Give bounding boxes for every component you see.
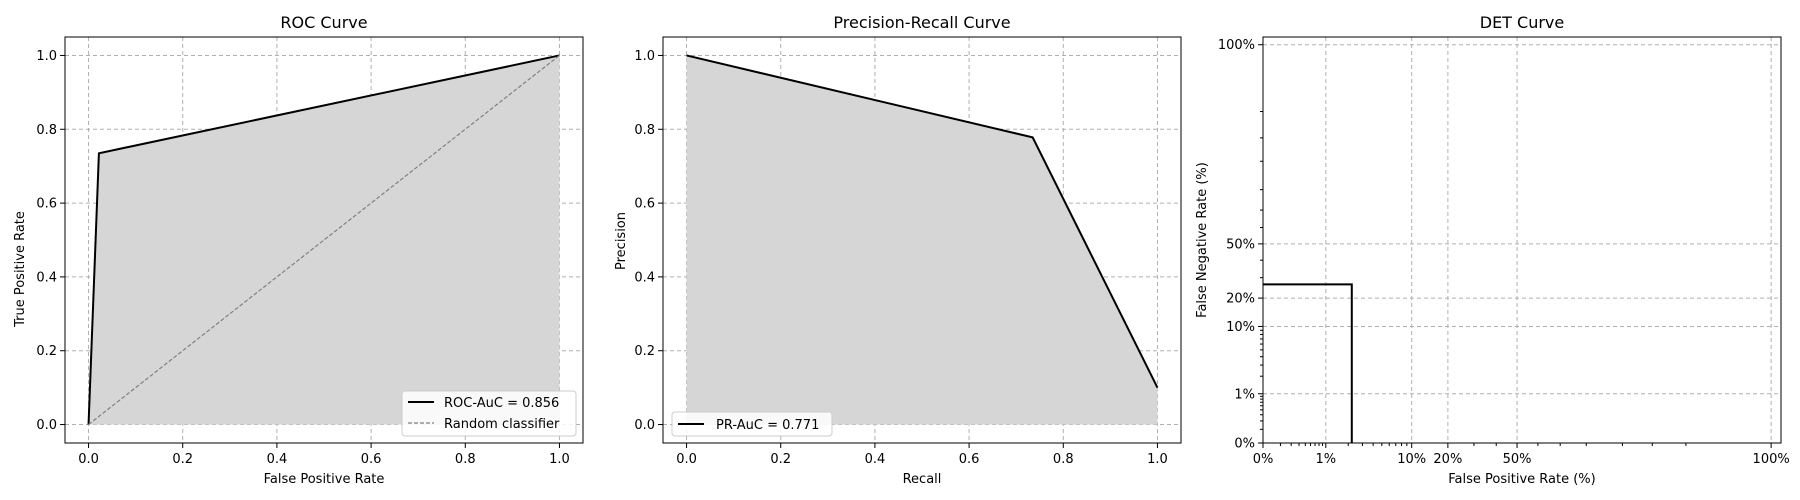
roc-title: ROC Curve — [280, 13, 367, 32]
det-y-axis-label: False Negative Rate (%) — [1195, 162, 1210, 318]
det-y-tick-label: 20% — [1226, 292, 1255, 307]
det-y-tick-label: 100% — [1218, 38, 1255, 53]
roc-y-tick-label: 0.8 — [36, 123, 57, 138]
det-plot-frame — [1262, 36, 1782, 444]
roc-area-fill — [88, 55, 560, 425]
roc-x-tick-label: 0.8 — [455, 452, 476, 467]
pr-series-line-0 — [686, 54, 1159, 389]
det-x-tick-label: 20% — [1433, 452, 1462, 467]
det-plot-background — [1263, 37, 1781, 443]
roc-x-axis-label: False Positive Rate — [264, 472, 385, 487]
det-x-tick-label: 50% — [1503, 452, 1532, 467]
pr-y-tick-label: 1.0 — [634, 49, 655, 64]
det-y-tick-label: 0% — [1234, 437, 1255, 452]
roc-legend: ROC-AuC = 0.856 Random classifier — [401, 390, 577, 437]
pr-y-tick-label: 0.6 — [634, 197, 655, 212]
pr-y-tick-label: 0.2 — [634, 344, 655, 359]
pr-panel: 0.0 0.2 0.4 0.6 0.8 1.0 0.0 0.2 0.4 0.6 0.8 1.0 Pre… — [614, 13, 1182, 487]
roc-series-line-1 — [88, 54, 560, 426]
det-plot-area: 0% 1% 10% 20% 50% 100% 0% 1% 10% 20% 50% 100% — [1218, 36, 1790, 467]
roc-plot-area: 0.0 0.2 0.4 0.6 0.8 1.0 0.0 0.2 0.4 0.6 0.8 1.0 — [36, 36, 584, 467]
roc-y-tick-label: 0.6 — [36, 197, 57, 212]
det-title: DET Curve — [1480, 13, 1565, 32]
pr-y-tick-label: 0.8 — [634, 123, 655, 138]
pr-area-fill — [686, 55, 1158, 425]
pr-legend-label: PR-AuC = 0.771 — [716, 418, 819, 433]
pr-plot-frame — [662, 36, 1182, 444]
roc-x-tick-label: 0.6 — [361, 452, 382, 467]
roc-panel: 0.0 0.2 0.4 0.6 0.8 1.0 0.0 0.2 0.4 0.6 0.8 1.0 ROC… — [13, 13, 584, 487]
pr-y-axis-label: Precision — [614, 212, 629, 270]
pr-legend-box — [671, 411, 833, 437]
roc-series-line-0 — [87, 54, 560, 425]
roc-y-axis-label: True Positive Rate — [13, 211, 28, 328]
det-series-line-0 — [1263, 283, 1353, 443]
pr-plot-area: 0.0 0.2 0.4 0.6 0.8 1.0 0.0 0.2 0.4 0.6 0.8 1.0 — [634, 36, 1182, 467]
det-y-tick-label: 50% — [1226, 237, 1255, 252]
pr-x-tick-label: 0.4 — [865, 452, 886, 467]
det-x-tick-label: 100% — [1753, 452, 1790, 467]
det-x-tick-label: 1% — [1315, 452, 1336, 467]
roc-y-tick-label: 1.0 — [36, 49, 57, 64]
pr-y-tick-label: 0.0 — [634, 418, 655, 433]
roc-plot-frame — [64, 36, 584, 444]
pr-title: Precision-Recall Curve — [833, 13, 1010, 32]
roc-x-tick-label: 1.0 — [549, 452, 570, 467]
det-x-tick-label: 10% — [1397, 452, 1426, 467]
roc-legend-label-random: Random classifier — [444, 417, 560, 432]
det-y-tick-label: 1% — [1234, 387, 1255, 402]
pr-legend: PR-AuC = 0.771 — [671, 411, 833, 437]
pr-x-tick-label: 0.2 — [770, 452, 791, 467]
roc-legend-box — [401, 390, 577, 437]
roc-y-tick-label: 0.4 — [36, 270, 57, 285]
roc-y-tick-label: 0.0 — [36, 418, 57, 433]
pr-x-tick-label: 1.0 — [1147, 452, 1168, 467]
pr-x-tick-label: 0.6 — [959, 452, 980, 467]
roc-x-tick-label: 0.2 — [172, 452, 193, 467]
pr-x-axis-label: Recall — [903, 472, 942, 487]
pr-x-tick-label: 0.0 — [676, 452, 697, 467]
det-x-axis-label: False Positive Rate (%) — [1448, 472, 1595, 487]
roc-legend-label-roc: ROC-AuC = 0.856 — [444, 396, 559, 411]
det-y-tick-label: 10% — [1226, 320, 1255, 335]
roc-y-tick-label: 0.2 — [36, 344, 57, 359]
roc-x-tick-label: 0.4 — [267, 452, 288, 467]
pr-x-tick-label: 0.8 — [1053, 452, 1074, 467]
roc-x-tick-label: 0.0 — [78, 452, 99, 467]
pr-y-tick-label: 0.4 — [634, 270, 655, 285]
det-panel: 0% 1% 10% 20% 50% 100% 0% 1% 10% 20% 50% 100% DET C… — [1195, 13, 1790, 487]
det-x-tick-label: 0% — [1253, 452, 1274, 467]
